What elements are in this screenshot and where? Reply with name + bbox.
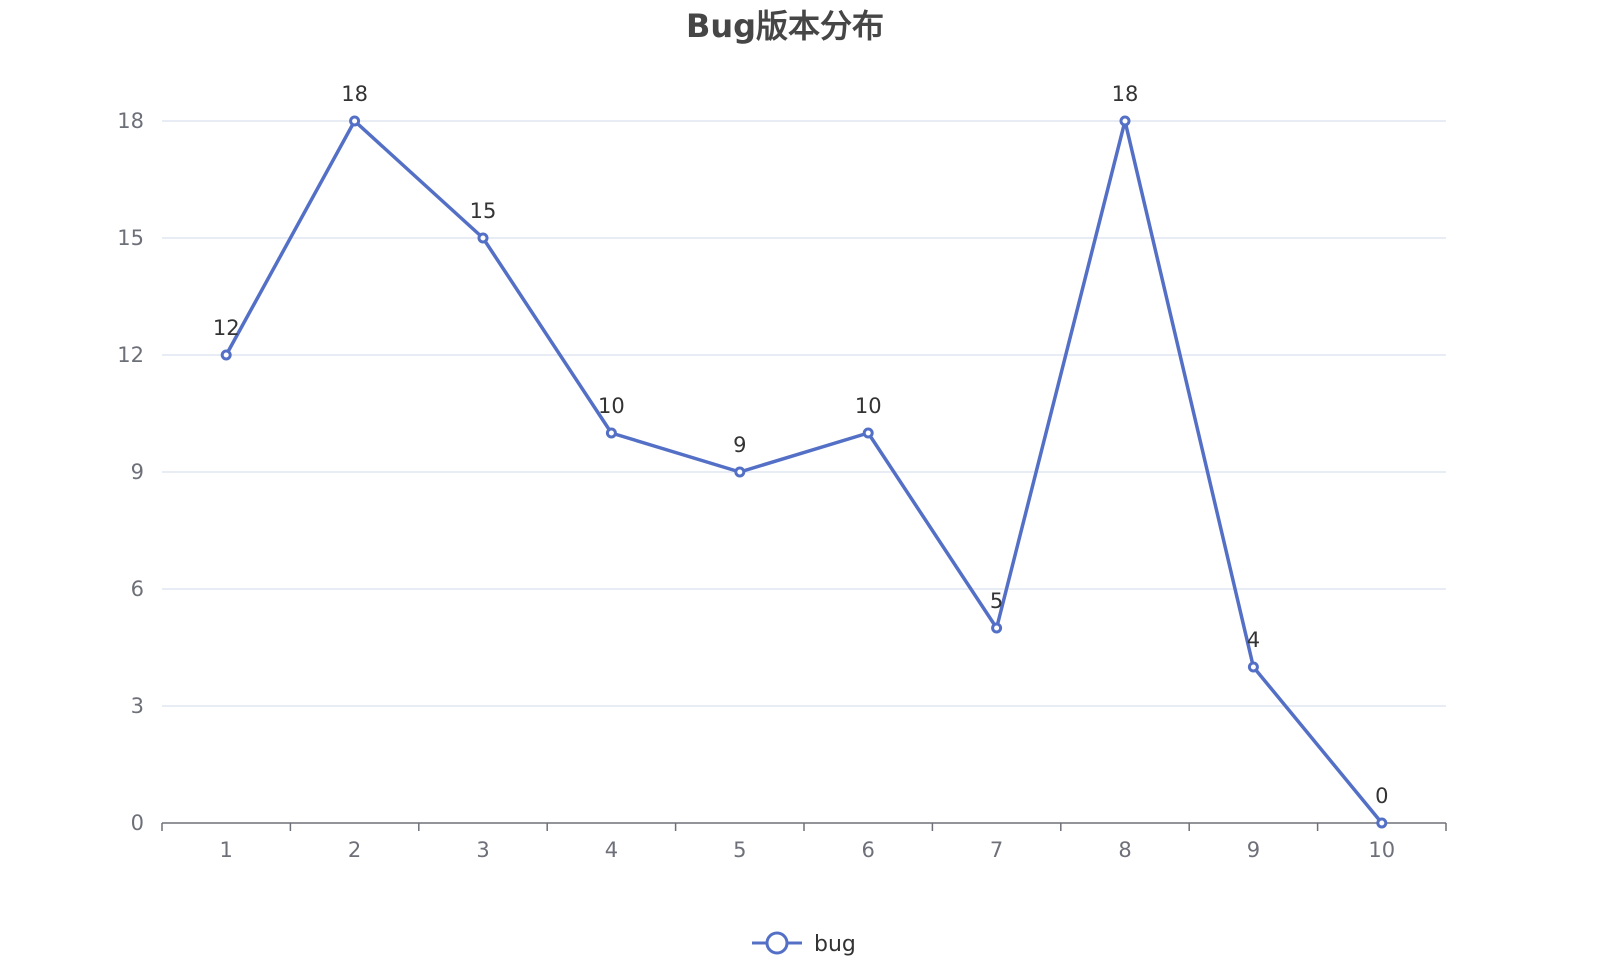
legend-label-bug: bug — [814, 932, 856, 957]
data-labels: 12 18 15 10 9 10 5 18 4 0 — [213, 82, 1389, 808]
y-tick-label-18: 18 — [117, 109, 144, 133]
chart-title: Bug版本分布 — [686, 7, 884, 45]
x-tick-label-4: 4 — [605, 838, 618, 862]
data-label-4: 10 — [598, 394, 625, 418]
data-label-5: 9 — [733, 433, 746, 457]
series-line-bug — [224, 119, 1384, 825]
x-tick-label-6: 6 — [862, 838, 875, 862]
x-tick-label-7: 7 — [990, 838, 1003, 862]
grid-lines — [162, 120, 1446, 707]
y-tick-label-9: 9 — [131, 460, 144, 484]
x-tick-label-3: 3 — [476, 838, 489, 862]
data-label-9: 4 — [1247, 628, 1260, 652]
data-label-8: 18 — [1112, 82, 1139, 106]
data-point-7[interactable] — [991, 622, 1003, 634]
legend[interactable]: bug — [752, 931, 856, 957]
data-point-8[interactable] — [1119, 115, 1131, 127]
data-point-9[interactable] — [1247, 661, 1259, 673]
x-tick-label-8: 8 — [1118, 838, 1131, 862]
data-label-6: 10 — [855, 394, 882, 418]
data-point-1[interactable] — [220, 349, 232, 361]
data-point-6[interactable] — [862, 427, 874, 439]
y-tick-label-6: 6 — [131, 577, 144, 601]
data-label-7: 5 — [990, 589, 1003, 613]
x-tick-label-5: 5 — [733, 838, 746, 862]
y-tick-label-15: 15 — [117, 226, 144, 250]
data-label-1: 12 — [213, 316, 240, 340]
legend-circle-icon — [765, 931, 789, 955]
data-point-2[interactable] — [349, 115, 361, 127]
data-label-3: 15 — [470, 199, 497, 223]
data-label-2: 18 — [341, 82, 368, 106]
y-tick-label-12: 12 — [117, 343, 144, 367]
data-point-10[interactable] — [1376, 817, 1388, 829]
y-tick-label-3: 3 — [131, 694, 144, 718]
y-tick-label-0: 0 — [131, 811, 144, 835]
x-tick-label-2: 2 — [348, 838, 361, 862]
x-tick-label-10: 10 — [1368, 838, 1395, 862]
data-point-4[interactable] — [605, 427, 617, 439]
data-label-10: 0 — [1375, 784, 1388, 808]
data-point-3[interactable] — [477, 232, 489, 244]
series-bug — [220, 115, 1388, 829]
x-tick-label-1: 1 — [220, 838, 233, 862]
data-point-5[interactable] — [734, 466, 746, 478]
x-tick-label-9: 9 — [1247, 838, 1260, 862]
